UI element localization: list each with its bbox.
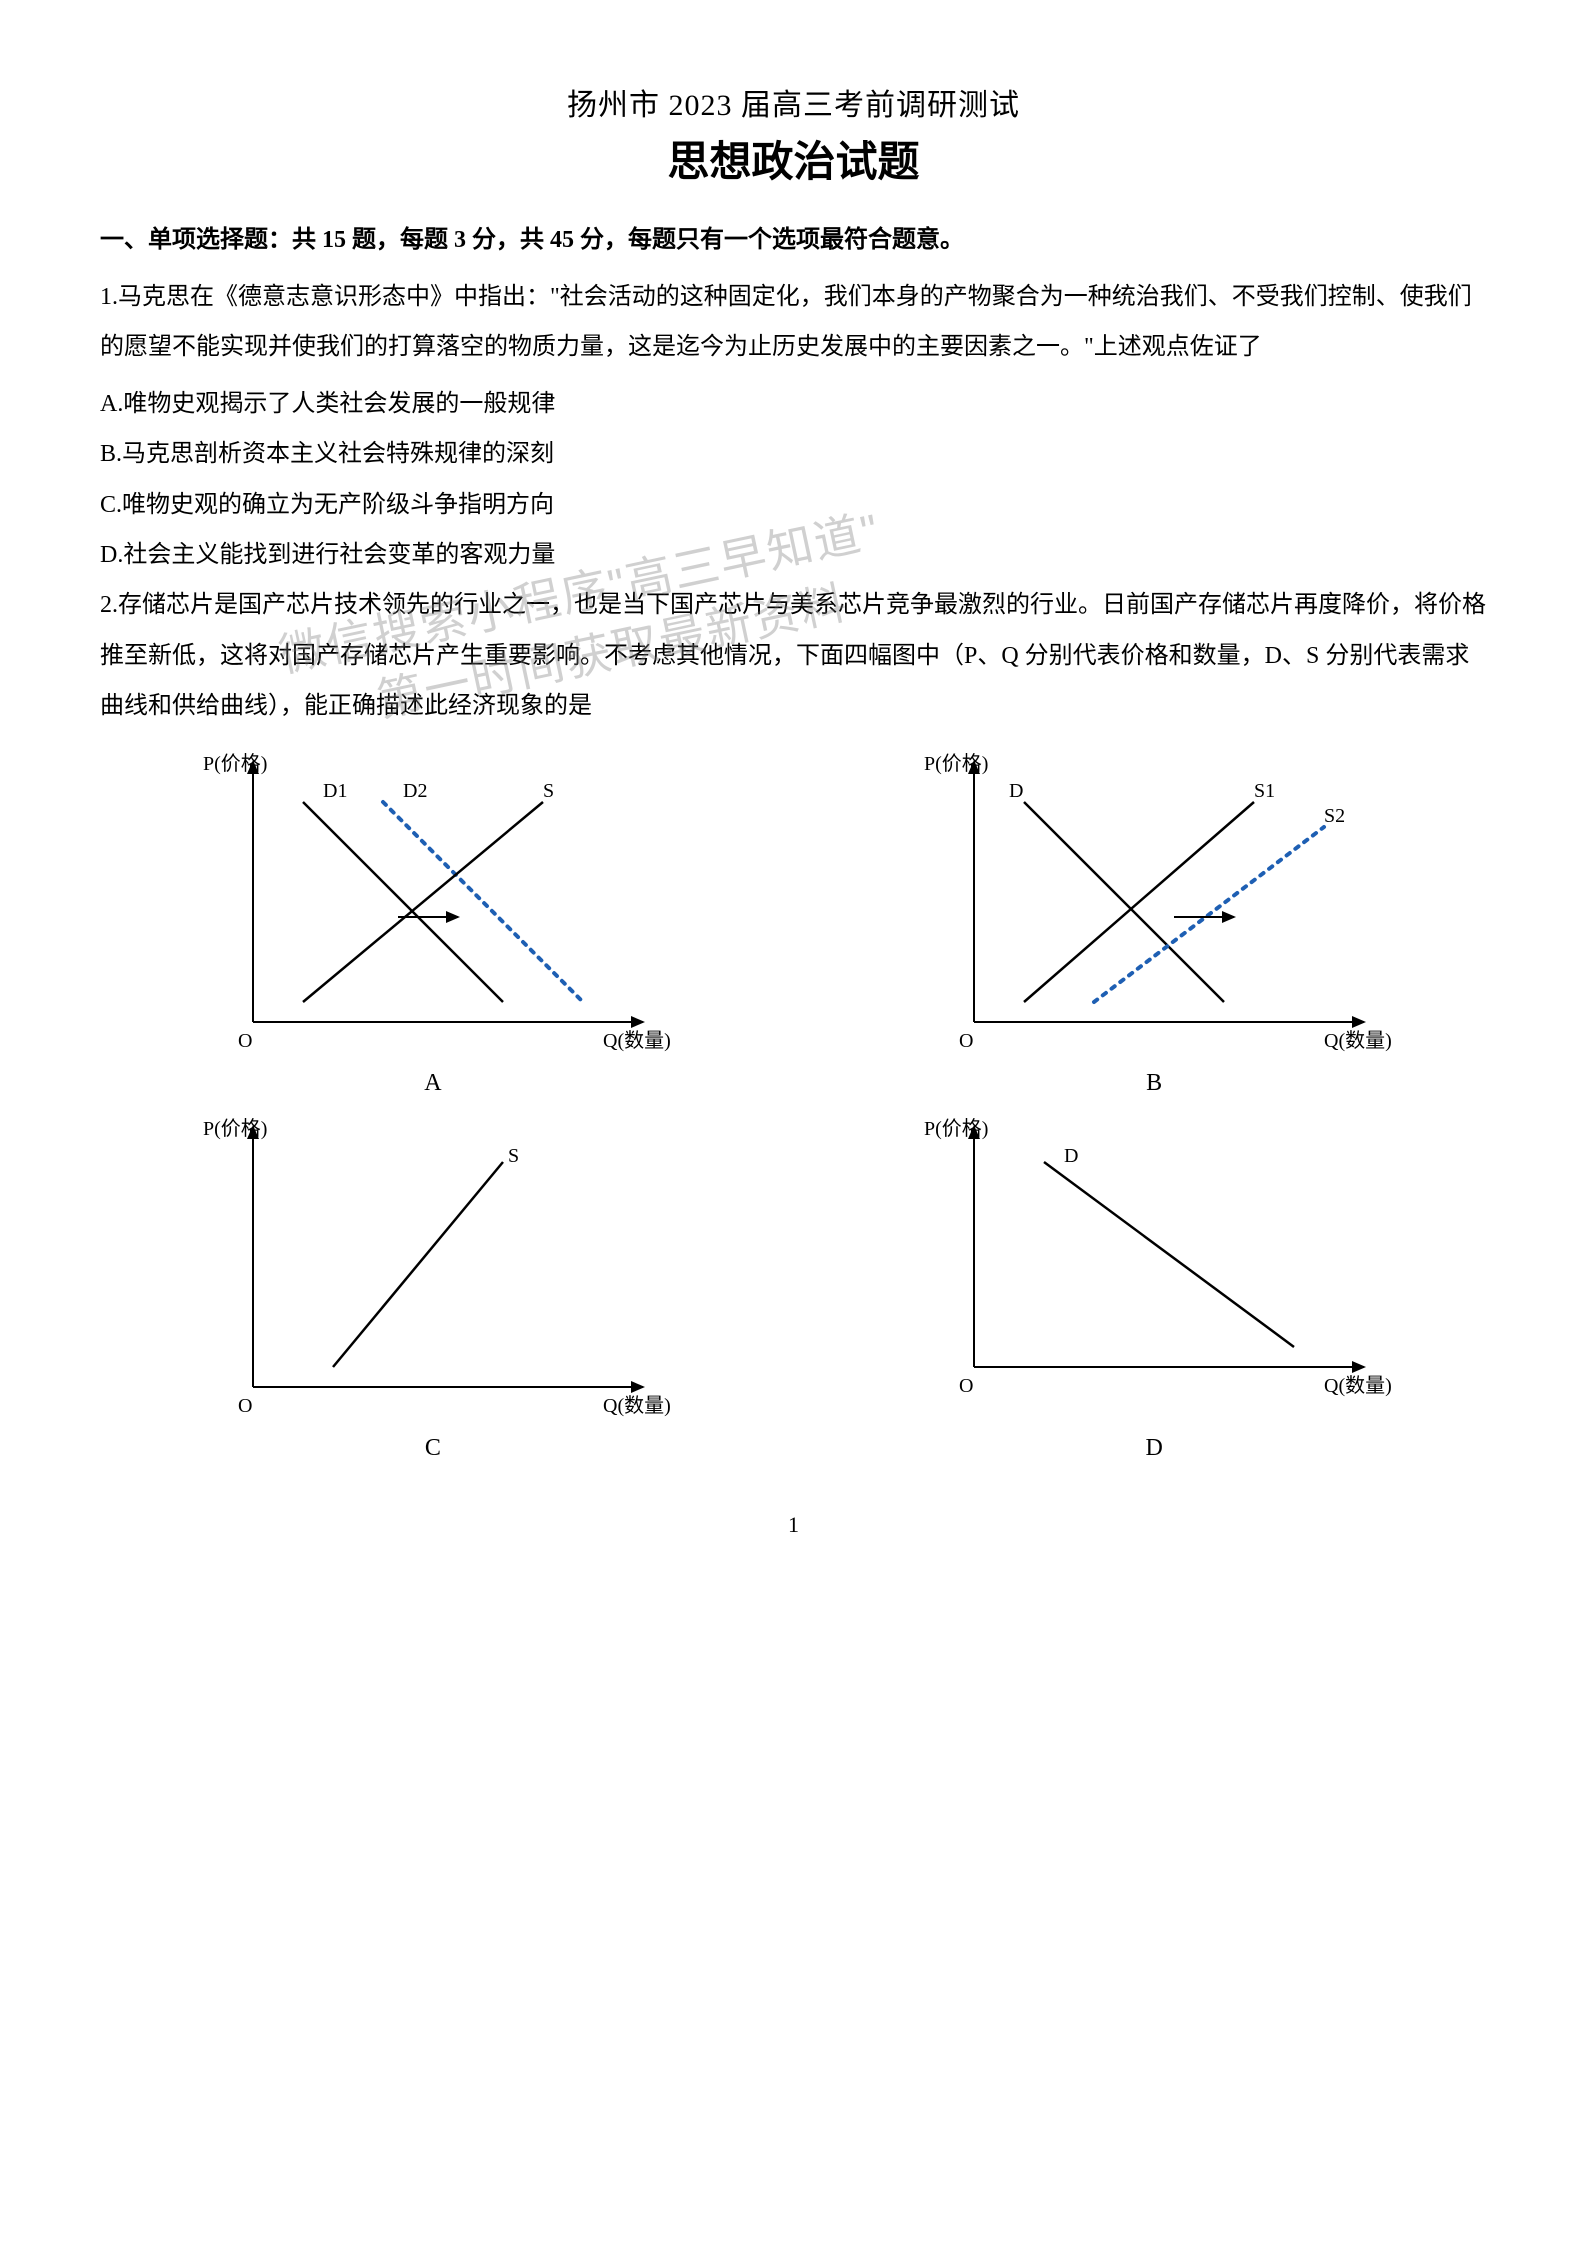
chart-d-y-label: P(价格) bbox=[924, 1117, 988, 1140]
exam-subtitle: 扬州市 2023 届高三考前调研测试 bbox=[100, 80, 1487, 124]
chart-b-caption: B bbox=[821, 1070, 1487, 1097]
chart-d-origin: O bbox=[959, 1375, 973, 1397]
exam-title: 思想政治试题 bbox=[100, 128, 1487, 189]
chart-d-x-label: Q(数量) bbox=[1324, 1374, 1392, 1397]
q2-stem: 2.存储芯片是国产芯片技术领先的行业之一，也是当下国产芯片与美系芯片竞争最激烈的… bbox=[100, 580, 1487, 731]
charts-row-2: P(价格) Q(数量) O S C P(价格) Q(数量) O D D bbox=[100, 1107, 1487, 1462]
chart-b-s2-label: S2 bbox=[1324, 805, 1345, 827]
page-number: 1 bbox=[100, 1512, 1487, 1538]
chart-c-svg: P(价格) Q(数量) O S bbox=[173, 1107, 693, 1427]
chart-c-y-label: P(价格) bbox=[203, 1117, 267, 1140]
chart-b-x-label: Q(数量) bbox=[1324, 1029, 1392, 1052]
q1-option-b: B.马克思剖析资本主义社会特殊规律的深刻 bbox=[100, 429, 1487, 479]
chart-c-caption: C bbox=[100, 1435, 766, 1462]
q1-option-c: C.唯物史观的确立为无产阶级斗争指明方向 bbox=[100, 480, 1487, 530]
chart-b-origin: O bbox=[959, 1030, 973, 1052]
chart-a-caption: A bbox=[100, 1070, 766, 1097]
section-1-header: 一、单项选择题：共 15 题，每题 3 分，共 45 分，每题只有一个选项最符合… bbox=[100, 219, 1487, 254]
chart-d-caption: D bbox=[821, 1435, 1487, 1462]
q1-stem: 1.马克思在《德意志意识形态中》中指出："社会活动的这种固定化，我们本身的产物聚… bbox=[100, 272, 1487, 373]
chart-a-s-label: S bbox=[543, 780, 554, 802]
chart-b-y-label: P(价格) bbox=[924, 752, 988, 775]
chart-d-svg: P(价格) Q(数量) O D bbox=[894, 1107, 1414, 1427]
chart-b-s1-label: S1 bbox=[1254, 780, 1275, 802]
chart-a-box: P(价格) Q(数量) O D1 D2 S A bbox=[100, 742, 766, 1097]
chart-c-x-label: Q(数量) bbox=[603, 1394, 671, 1417]
chart-b-box: P(价格) Q(数量) O D S1 S2 B bbox=[821, 742, 1487, 1097]
chart-a-origin: O bbox=[238, 1030, 252, 1052]
charts-row-1: P(价格) Q(数量) O D1 D2 S A P(价 bbox=[100, 742, 1487, 1097]
chart-c-origin: O bbox=[238, 1395, 252, 1417]
chart-b-d-label: D bbox=[1009, 780, 1023, 802]
q1-option-a: A.唯物史观揭示了人类社会发展的一般规律 bbox=[100, 379, 1487, 429]
chart-a-y-label: P(价格) bbox=[203, 752, 267, 775]
chart-c-s-label: S bbox=[508, 1145, 519, 1167]
chart-d-box: P(价格) Q(数量) O D D bbox=[821, 1107, 1487, 1462]
title-block: 扬州市 2023 届高三考前调研测试 思想政治试题 bbox=[100, 80, 1487, 189]
chart-a-x-label: Q(数量) bbox=[603, 1029, 671, 1052]
q1-option-d: D.社会主义能找到进行社会变革的客观力量 bbox=[100, 530, 1487, 580]
chart-b-svg: P(价格) Q(数量) O D S1 S2 bbox=[894, 742, 1414, 1062]
chart-a-d1-label: D1 bbox=[323, 780, 347, 802]
chart-d-d-label: D bbox=[1064, 1145, 1078, 1167]
chart-a-d2-label: D2 bbox=[403, 780, 427, 802]
chart-a-svg: P(价格) Q(数量) O D1 D2 S bbox=[173, 742, 693, 1062]
chart-c-box: P(价格) Q(数量) O S C bbox=[100, 1107, 766, 1462]
